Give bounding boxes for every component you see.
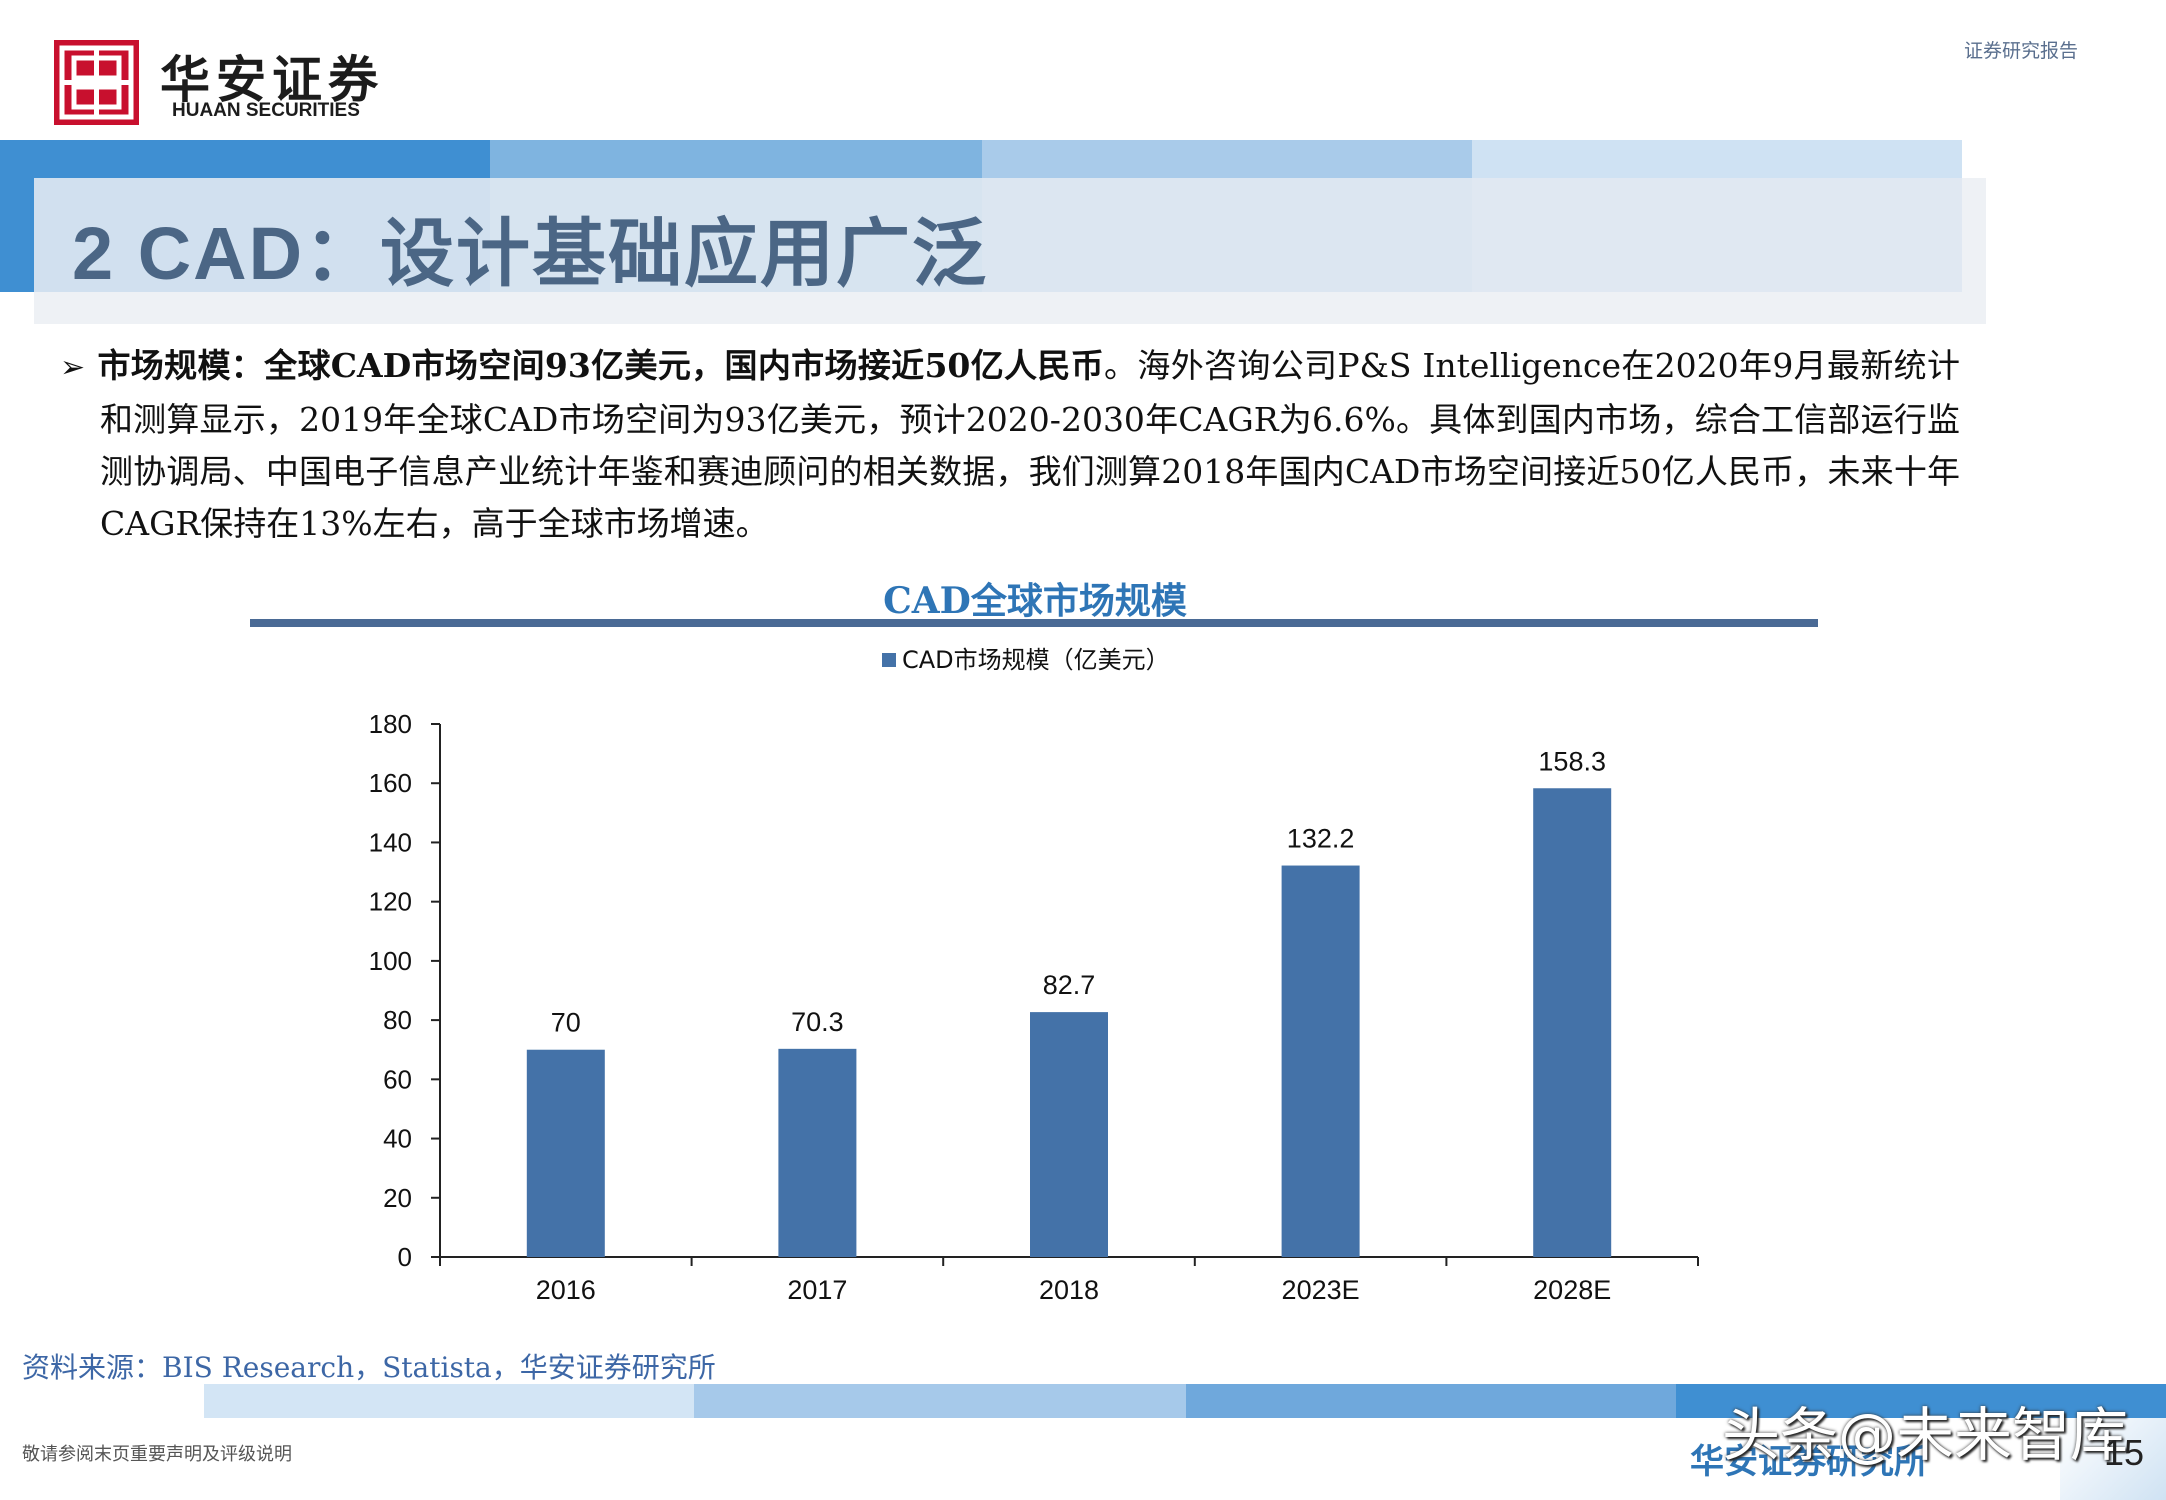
y-tick-label: 20 [383,1183,412,1213]
data-label: 158.3 [1538,746,1606,776]
y-tick-label: 120 [369,887,412,917]
y-tick-label: 100 [369,946,412,976]
footer-corner-gradient [2060,1418,2166,1500]
y-tick-label: 80 [383,1005,412,1035]
page-title: 2 CAD：设计基础应用广泛 [72,212,989,295]
bar-chart: CAD市场规模（亿美元） 0 20 40 60 80 100 120 140 160 180 70… [369,646,1699,1305]
y-tick-label: 140 [369,827,412,857]
footer-band-segment-4 [1676,1384,2166,1418]
disclaimer-text: 敬请参阅末页重要声明及评级说明 [22,1444,292,1465]
y-tick-label: 40 [383,1124,412,1154]
footer-band-segment-1 [204,1384,694,1418]
bar-2018 [1030,1012,1108,1257]
bar-2028E [1533,788,1612,1257]
huaan-logo [54,40,139,125]
chart-legend: CAD市场规模（亿美元） [882,646,1170,674]
chart-title: CAD全球市场规模 [883,580,1187,622]
data-label: 82.7 [1043,970,1096,1000]
bar-2017 [778,1048,857,1257]
report-type-label: 证券研究报告 [1964,40,2079,62]
data-label: 70 [551,1008,581,1038]
arrow-bullet-icon: ➢ [60,350,86,385]
chart-bars [526,788,1612,1257]
bar-2016 [526,1049,605,1257]
x-tick-label: 2023E [1282,1275,1360,1305]
legend-swatch [882,653,896,667]
brand-name-cn: 华安证券 [160,50,384,109]
paragraph-lead: 市场规模：全球CAD市场空间93亿美元，国内市场接近50亿人民币 [97,346,1105,385]
y-tick-label: 160 [369,768,412,798]
body-paragraph: ➢ 市场规模：全球CAD市场空间93亿美元，国内市场接近50亿人民币。海外咨询公司… [60,340,1960,550]
x-tick-label: 2018 [1039,1275,1099,1305]
x-tick-label: 2028E [1533,1275,1611,1305]
watermark-text: 头条@未来智库 [1722,1401,2129,1469]
y-tick-label: 180 [369,709,412,739]
page-number: 15 [2104,1432,2145,1473]
source-note: 资料来源：BIS Research，Statista，华安证券研究所 [22,1351,716,1384]
bar-2023E [1281,865,1360,1257]
data-label: 132.2 [1287,824,1355,854]
brand-name-en: HUAAN SECURITIES [172,100,360,121]
x-tick-label: 2017 [787,1275,847,1305]
footer-band-segment-3 [1186,1384,1676,1418]
x-tick-label: 2016 [536,1275,596,1305]
title-panel [34,178,1962,292]
y-tick-label: 0 [398,1242,412,1272]
y-tick-label: 60 [383,1064,412,1094]
data-label: 70.3 [791,1007,844,1037]
paragraph-text: 。海外咨询公司P&S Intelligence在2020年9月最新统计和测算显示… [100,346,1960,543]
footer-brand: 华安证券研究所 [1690,1442,1928,1482]
chart-labels: 70 2016 70.3 2017 82.7 2018 132.2 2023E 158.3 202… [536,746,1611,1305]
legend-label: CAD市场规模（亿美元） [902,646,1170,674]
chart-title-underline [250,619,1818,627]
footer-band-segment-2 [694,1384,1186,1418]
